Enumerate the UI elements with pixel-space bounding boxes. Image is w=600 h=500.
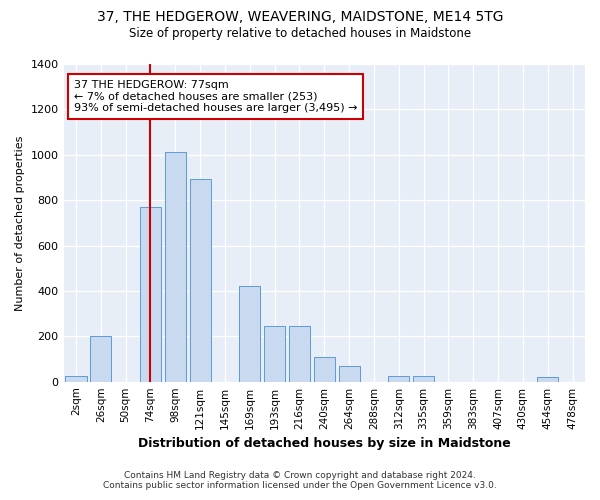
Bar: [264, 326, 285, 382]
Bar: [289, 326, 310, 382]
Y-axis label: Number of detached properties: Number of detached properties: [15, 135, 25, 310]
Text: 37, THE HEDGEROW, WEAVERING, MAIDSTONE, ME14 5TG: 37, THE HEDGEROW, WEAVERING, MAIDSTONE, …: [97, 10, 503, 24]
Bar: [338, 366, 359, 382]
Bar: [239, 286, 260, 382]
Bar: [413, 376, 434, 382]
Bar: [140, 207, 161, 382]
Bar: [314, 356, 335, 382]
X-axis label: Distribution of detached houses by size in Maidstone: Distribution of detached houses by size …: [138, 437, 511, 450]
Bar: [537, 377, 559, 382]
Bar: [165, 152, 186, 382]
Text: 37 THE HEDGEROW: 77sqm
← 7% of detached houses are smaller (253)
93% of semi-det: 37 THE HEDGEROW: 77sqm ← 7% of detached …: [74, 80, 358, 113]
Text: Size of property relative to detached houses in Maidstone: Size of property relative to detached ho…: [129, 28, 471, 40]
Bar: [388, 376, 409, 382]
Bar: [90, 336, 112, 382]
Bar: [65, 376, 86, 382]
Text: Contains HM Land Registry data © Crown copyright and database right 2024.
Contai: Contains HM Land Registry data © Crown c…: [103, 470, 497, 490]
Bar: [190, 178, 211, 382]
